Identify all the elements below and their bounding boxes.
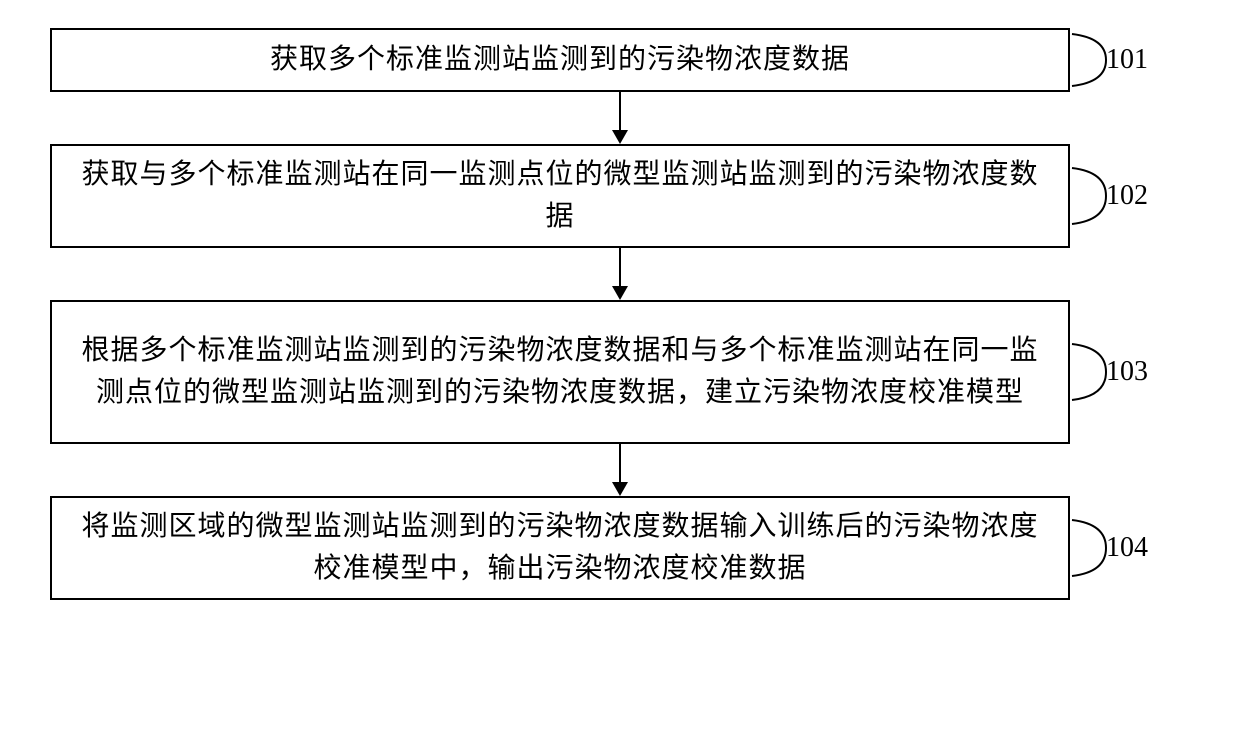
step-label-col: 104 [1070, 518, 1148, 578]
step-box-102: 获取与多个标准监测站在同一监测点位的微型监测站监测到的污染物浓度数据 [50, 144, 1070, 248]
step-number: 104 [1106, 532, 1148, 564]
step-number: 103 [1106, 356, 1148, 388]
step-number: 101 [1106, 44, 1148, 76]
step-text: 获取与多个标准监测站在同一监测点位的微型监测站监测到的污染物浓度数据 [76, 154, 1044, 238]
step-text: 根据多个标准监测站监测到的污染物浓度数据和与多个标准监测站在同一监测点位的微型监… [76, 330, 1044, 414]
step-label-col: 103 [1070, 342, 1148, 402]
arrow-down [110, 92, 1130, 144]
step-row: 获取与多个标准监测站在同一监测点位的微型监测站监测到的污染物浓度数据 102 [50, 144, 1190, 248]
arrow-down [110, 444, 1130, 496]
step-box-103: 根据多个标准监测站监测到的污染物浓度数据和与多个标准监测站在同一监测点位的微型监… [50, 300, 1070, 444]
step-number: 102 [1106, 180, 1148, 212]
step-label-col: 101 [1070, 32, 1148, 88]
step-row: 根据多个标准监测站监测到的污染物浓度数据和与多个标准监测站在同一监测点位的微型监… [50, 300, 1190, 444]
step-row: 将监测区域的微型监测站监测到的污染物浓度数据输入训练后的污染物浓度校准模型中，输… [50, 496, 1190, 600]
flowchart-container: 获取多个标准监测站监测到的污染物浓度数据 101 获取与多个标准监测站在同一监测点位… [50, 28, 1190, 600]
step-label-col: 102 [1070, 166, 1148, 226]
step-text: 将监测区域的微型监测站监测到的污染物浓度数据输入训练后的污染物浓度校准模型中，输… [76, 506, 1044, 590]
step-box-104: 将监测区域的微型监测站监测到的污染物浓度数据输入训练后的污染物浓度校准模型中，输… [50, 496, 1070, 600]
step-box-101: 获取多个标准监测站监测到的污染物浓度数据 [50, 28, 1070, 92]
step-row: 获取多个标准监测站监测到的污染物浓度数据 101 [50, 28, 1190, 92]
arrow-down [110, 248, 1130, 300]
step-text: 获取多个标准监测站监测到的污染物浓度数据 [270, 39, 850, 81]
